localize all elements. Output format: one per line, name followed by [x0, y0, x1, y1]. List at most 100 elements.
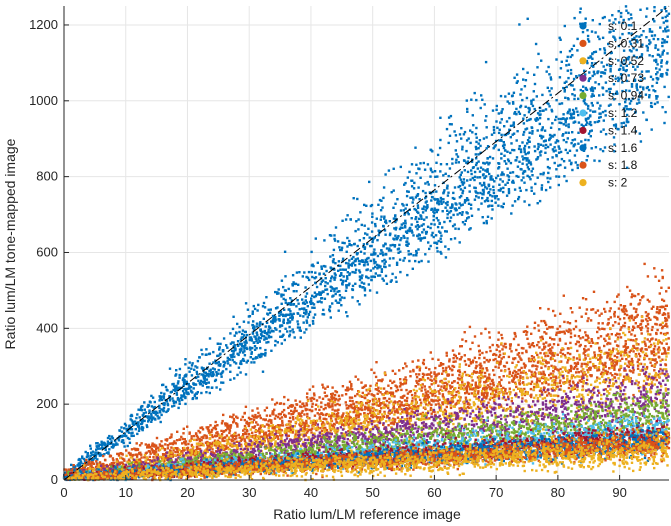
data-point [413, 207, 416, 211]
data-point [130, 419, 134, 422]
data-point [515, 371, 518, 374]
data-point [363, 412, 366, 415]
data-point [479, 191, 482, 195]
data-point [268, 434, 271, 437]
data-point [282, 297, 285, 301]
data-point [324, 281, 327, 284]
data-point [174, 442, 177, 445]
data-point [190, 374, 194, 377]
data-point [444, 381, 447, 385]
data-point [380, 215, 383, 218]
data-point [424, 182, 427, 185]
data-point [107, 452, 110, 455]
data-point [417, 373, 421, 376]
data-point [444, 230, 447, 233]
data-point [348, 242, 351, 246]
data-point [253, 327, 256, 330]
data-point [524, 105, 527, 108]
data-point [193, 394, 196, 398]
data-point [620, 308, 624, 312]
data-point [370, 278, 373, 282]
data-point [216, 342, 220, 345]
data-point [242, 351, 245, 354]
data-point [357, 218, 360, 221]
data-point [570, 115, 573, 118]
data-point [486, 196, 489, 200]
data-point [585, 88, 589, 91]
data-point [434, 175, 437, 178]
data-point [434, 381, 437, 385]
data-point [462, 181, 466, 184]
data-point [659, 331, 663, 335]
data-point [515, 385, 518, 389]
data-point [659, 74, 662, 78]
data-point [365, 419, 368, 422]
data-point [207, 426, 210, 429]
data-point [280, 416, 284, 419]
data-point [503, 342, 507, 346]
data-point [609, 70, 612, 73]
data-point [346, 315, 349, 318]
data-point [667, 314, 670, 318]
data-point [118, 429, 121, 432]
data-point [614, 321, 617, 324]
data-point [200, 436, 203, 439]
data-point [661, 51, 664, 54]
data-point [454, 134, 458, 137]
data-point [507, 188, 511, 191]
data-point [524, 330, 527, 333]
data-point [491, 343, 494, 347]
data-point [202, 367, 205, 370]
data-point [276, 291, 279, 294]
data-point [175, 391, 178, 395]
data-point [368, 389, 372, 393]
data-point [314, 408, 317, 411]
data-point [172, 401, 176, 404]
data-point [495, 104, 498, 108]
data-point [141, 428, 144, 432]
data-point [280, 293, 283, 296]
data-point [507, 367, 511, 371]
data-point [596, 101, 599, 105]
data-point [291, 283, 294, 286]
data-point [272, 316, 275, 319]
data-point [568, 49, 572, 53]
data-point [121, 457, 125, 461]
data-point [563, 88, 566, 91]
data-point [604, 68, 607, 72]
data-point [533, 192, 536, 195]
data-point [469, 141, 472, 145]
data-point [245, 421, 248, 425]
data-point [246, 347, 249, 351]
data-point [114, 443, 117, 447]
data-point [519, 374, 522, 378]
data-point [460, 180, 464, 184]
data-point [612, 98, 616, 101]
data-point [187, 442, 190, 446]
data-point [506, 158, 510, 161]
data-point [604, 361, 607, 365]
data-point [384, 260, 387, 263]
data-point [203, 434, 206, 437]
data-point [580, 370, 583, 373]
data-point [628, 102, 632, 105]
data-point [195, 370, 198, 374]
data-point [596, 309, 600, 312]
data-point [324, 284, 327, 288]
data-point [177, 386, 181, 390]
data-point [376, 267, 379, 270]
data-point [598, 48, 602, 51]
data-point [470, 214, 474, 217]
data-point [354, 375, 357, 378]
data-point [501, 337, 504, 340]
data-point [597, 35, 600, 38]
data-point [184, 389, 188, 392]
data-point [576, 166, 579, 170]
data-point [454, 207, 457, 210]
data-point [232, 350, 235, 353]
data-point [587, 132, 591, 135]
data-point [468, 184, 471, 187]
data-point [518, 112, 522, 115]
data-point [264, 348, 267, 352]
data-point [363, 246, 367, 249]
